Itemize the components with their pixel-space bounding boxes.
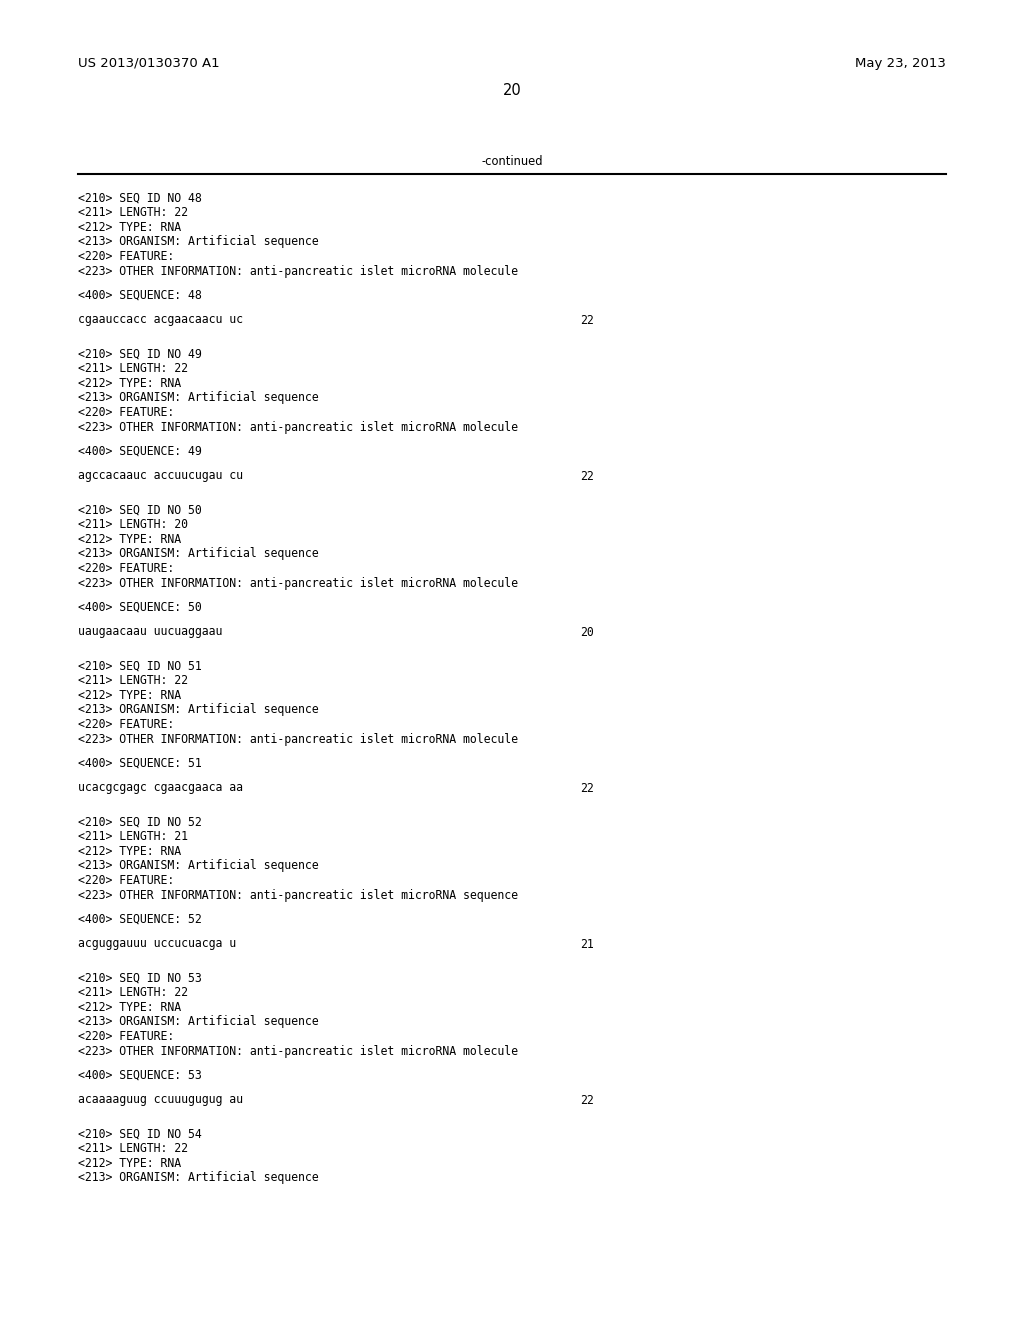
Text: <220> FEATURE:: <220> FEATURE: bbox=[78, 562, 174, 576]
Text: <213> ORGANISM: Artificial sequence: <213> ORGANISM: Artificial sequence bbox=[78, 235, 318, 248]
Text: <211> LENGTH: 22: <211> LENGTH: 22 bbox=[78, 675, 188, 688]
Text: <210> SEQ ID NO 53: <210> SEQ ID NO 53 bbox=[78, 972, 202, 985]
Text: <223> OTHER INFORMATION: anti-pancreatic islet microRNA sequence: <223> OTHER INFORMATION: anti-pancreatic… bbox=[78, 888, 518, 902]
Text: acguggauuu uccucuacga u: acguggauuu uccucuacga u bbox=[78, 937, 237, 950]
Text: <210> SEQ ID NO 50: <210> SEQ ID NO 50 bbox=[78, 504, 202, 517]
Text: <223> OTHER INFORMATION: anti-pancreatic islet microRNA molecule: <223> OTHER INFORMATION: anti-pancreatic… bbox=[78, 733, 518, 746]
Text: <212> TYPE: RNA: <212> TYPE: RNA bbox=[78, 845, 181, 858]
Text: <213> ORGANISM: Artificial sequence: <213> ORGANISM: Artificial sequence bbox=[78, 392, 318, 404]
Text: <210> SEQ ID NO 54: <210> SEQ ID NO 54 bbox=[78, 1129, 202, 1140]
Text: <223> OTHER INFORMATION: anti-pancreatic islet microRNA molecule: <223> OTHER INFORMATION: anti-pancreatic… bbox=[78, 577, 518, 590]
Text: ucacgcgagc cgaacgaaca aa: ucacgcgagc cgaacgaaca aa bbox=[78, 781, 243, 795]
Text: <212> TYPE: RNA: <212> TYPE: RNA bbox=[78, 533, 181, 546]
Text: <400> SEQUENCE: 49: <400> SEQUENCE: 49 bbox=[78, 445, 202, 458]
Text: <223> OTHER INFORMATION: anti-pancreatic islet microRNA molecule: <223> OTHER INFORMATION: anti-pancreatic… bbox=[78, 1044, 518, 1057]
Text: <210> SEQ ID NO 49: <210> SEQ ID NO 49 bbox=[78, 348, 202, 360]
Text: 22: 22 bbox=[580, 314, 594, 326]
Text: 20: 20 bbox=[580, 626, 594, 639]
Text: <400> SEQUENCE: 53: <400> SEQUENCE: 53 bbox=[78, 1069, 202, 1082]
Text: <212> TYPE: RNA: <212> TYPE: RNA bbox=[78, 689, 181, 702]
Text: <213> ORGANISM: Artificial sequence: <213> ORGANISM: Artificial sequence bbox=[78, 704, 318, 717]
Text: <212> TYPE: RNA: <212> TYPE: RNA bbox=[78, 1001, 181, 1014]
Text: <212> TYPE: RNA: <212> TYPE: RNA bbox=[78, 220, 181, 234]
Text: <220> FEATURE:: <220> FEATURE: bbox=[78, 718, 174, 731]
Text: agccacaauc accuucugau cu: agccacaauc accuucugau cu bbox=[78, 470, 243, 483]
Text: <212> TYPE: RNA: <212> TYPE: RNA bbox=[78, 378, 181, 389]
Text: <220> FEATURE:: <220> FEATURE: bbox=[78, 874, 174, 887]
Text: <211> LENGTH: 22: <211> LENGTH: 22 bbox=[78, 986, 188, 999]
Text: uaugaacaau uucuaggaau: uaugaacaau uucuaggaau bbox=[78, 626, 222, 639]
Text: 22: 22 bbox=[580, 1093, 594, 1106]
Text: acaaaaguug ccuuugugug au: acaaaaguug ccuuugugug au bbox=[78, 1093, 243, 1106]
Text: May 23, 2013: May 23, 2013 bbox=[855, 57, 946, 70]
Text: <223> OTHER INFORMATION: anti-pancreatic islet microRNA molecule: <223> OTHER INFORMATION: anti-pancreatic… bbox=[78, 264, 518, 277]
Text: 21: 21 bbox=[580, 937, 594, 950]
Text: <212> TYPE: RNA: <212> TYPE: RNA bbox=[78, 1158, 181, 1170]
Text: -continued: -continued bbox=[481, 154, 543, 168]
Text: <213> ORGANISM: Artificial sequence: <213> ORGANISM: Artificial sequence bbox=[78, 548, 318, 561]
Text: 20: 20 bbox=[503, 83, 521, 98]
Text: 22: 22 bbox=[580, 470, 594, 483]
Text: <211> LENGTH: 22: <211> LENGTH: 22 bbox=[78, 363, 188, 375]
Text: 22: 22 bbox=[580, 781, 594, 795]
Text: <211> LENGTH: 22: <211> LENGTH: 22 bbox=[78, 206, 188, 219]
Text: <210> SEQ ID NO 52: <210> SEQ ID NO 52 bbox=[78, 816, 202, 829]
Text: <220> FEATURE:: <220> FEATURE: bbox=[78, 1030, 174, 1043]
Text: <213> ORGANISM: Artificial sequence: <213> ORGANISM: Artificial sequence bbox=[78, 1015, 318, 1028]
Text: <210> SEQ ID NO 48: <210> SEQ ID NO 48 bbox=[78, 191, 202, 205]
Text: <211> LENGTH: 21: <211> LENGTH: 21 bbox=[78, 830, 188, 843]
Text: <220> FEATURE:: <220> FEATURE: bbox=[78, 249, 174, 263]
Text: <400> SEQUENCE: 48: <400> SEQUENCE: 48 bbox=[78, 289, 202, 302]
Text: <213> ORGANISM: Artificial sequence: <213> ORGANISM: Artificial sequence bbox=[78, 1172, 318, 1184]
Text: <400> SEQUENCE: 50: <400> SEQUENCE: 50 bbox=[78, 601, 202, 614]
Text: <400> SEQUENCE: 51: <400> SEQUENCE: 51 bbox=[78, 756, 202, 770]
Text: <211> LENGTH: 20: <211> LENGTH: 20 bbox=[78, 519, 188, 532]
Text: US 2013/0130370 A1: US 2013/0130370 A1 bbox=[78, 57, 219, 70]
Text: <210> SEQ ID NO 51: <210> SEQ ID NO 51 bbox=[78, 660, 202, 673]
Text: <400> SEQUENCE: 52: <400> SEQUENCE: 52 bbox=[78, 913, 202, 927]
Text: <213> ORGANISM: Artificial sequence: <213> ORGANISM: Artificial sequence bbox=[78, 859, 318, 873]
Text: <220> FEATURE:: <220> FEATURE: bbox=[78, 407, 174, 418]
Text: cgaauccacc acgaacaacu uc: cgaauccacc acgaacaacu uc bbox=[78, 314, 243, 326]
Text: <223> OTHER INFORMATION: anti-pancreatic islet microRNA molecule: <223> OTHER INFORMATION: anti-pancreatic… bbox=[78, 421, 518, 433]
Text: <211> LENGTH: 22: <211> LENGTH: 22 bbox=[78, 1143, 188, 1155]
